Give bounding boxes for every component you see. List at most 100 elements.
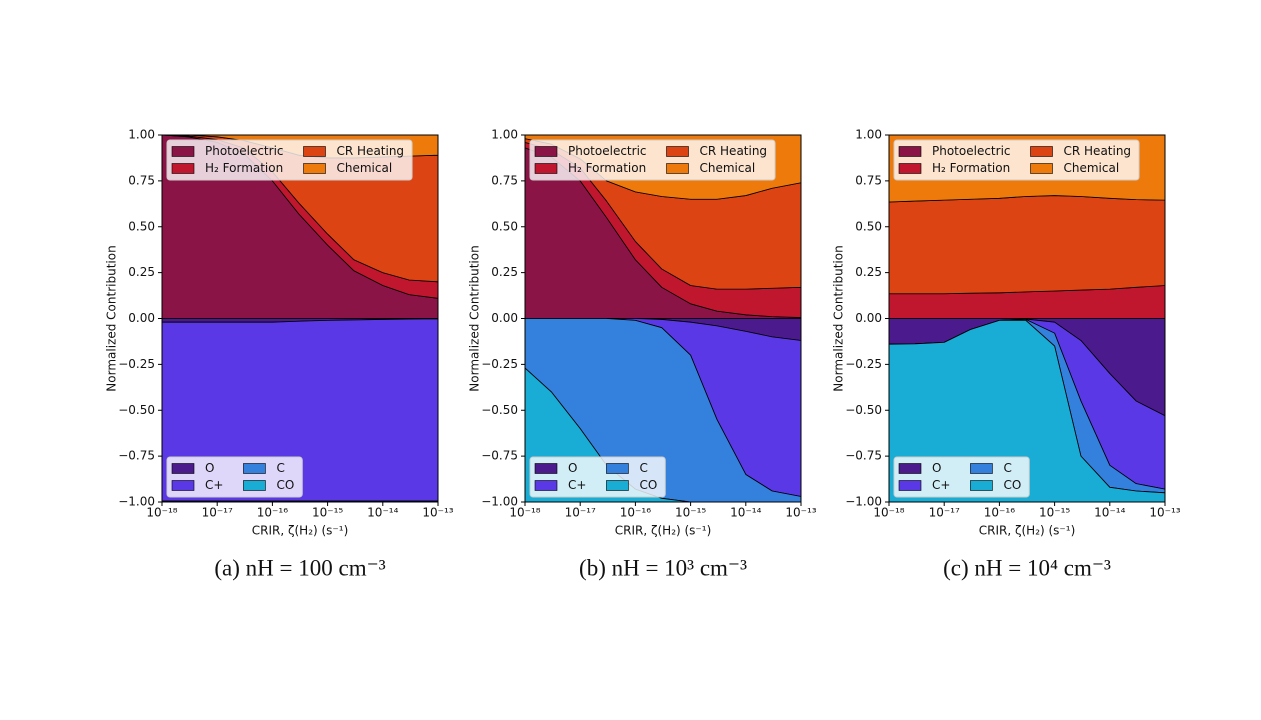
- legend-swatch: [243, 480, 266, 491]
- y-tick-label: 0.50: [855, 219, 882, 233]
- legend: Photoelectric H₂ Formation CR Heating Chemi…: [166, 139, 413, 181]
- legend-swatch: [534, 163, 558, 174]
- x-tick-label: 10⁻¹⁵: [1039, 506, 1070, 520]
- legend-swatch: [898, 463, 922, 474]
- x-tick-label: 10⁻¹³: [1149, 506, 1180, 520]
- legend-label: CR Heating: [1064, 144, 1132, 158]
- x-tick-label: 10⁻¹⁷: [202, 506, 233, 520]
- legend-label: H₂ Formation: [932, 161, 1010, 175]
- legend-box: [529, 456, 666, 498]
- x-tick-label: 10⁻¹⁴: [1094, 506, 1125, 520]
- y-tick-label: −0.25: [845, 357, 882, 371]
- y-tick-label: −0.75: [845, 449, 882, 463]
- y-tick-label: 0.00: [128, 311, 155, 325]
- legend-label: O: [932, 461, 941, 475]
- legend-label: H₂ Formation: [568, 161, 646, 175]
- caption: (b) nH = 10³ cm⁻³: [579, 555, 747, 580]
- legend-label: CO: [1003, 478, 1021, 492]
- x-tick-label: 10⁻¹⁸: [509, 506, 540, 520]
- y-tick-label: −1.00: [481, 495, 518, 509]
- y-axis-title: Normalized Contribution: [105, 245, 119, 391]
- legend-swatch: [171, 146, 195, 157]
- legend-swatch: [303, 146, 326, 157]
- legend-label: O: [568, 461, 577, 475]
- legend-box: [893, 139, 1140, 181]
- caption: (c) nH = 10⁴ cm⁻³: [943, 555, 1111, 580]
- legend-swatch: [303, 163, 326, 174]
- legend-label: C: [1003, 461, 1011, 475]
- area: [888, 195, 1166, 295]
- legend-swatch: [1030, 163, 1053, 174]
- legend-swatch: [171, 163, 195, 174]
- legend-label: CR Heating: [700, 144, 768, 158]
- y-tick-label: −0.50: [845, 403, 882, 417]
- legend-box: [166, 139, 413, 181]
- x-axis-title: CRIR, ζ(H₂) (s⁻¹): [615, 524, 712, 538]
- legend-swatch: [606, 463, 629, 474]
- x-tick-label: 10⁻¹⁴: [730, 506, 761, 520]
- legend-swatch: [243, 463, 266, 474]
- legend-swatch: [534, 480, 558, 491]
- x-tick-label: 10⁻¹⁵: [312, 506, 343, 520]
- legend-swatch: [534, 463, 558, 474]
- legend-label: Photoelectric: [932, 144, 1011, 158]
- legend-swatch: [606, 480, 629, 491]
- x-axis-title: CRIR, ζ(H₂) (s⁻¹): [979, 524, 1076, 538]
- legend-label: CR Heating: [337, 144, 405, 158]
- x-axis-title: CRIR, ζ(H₂) (s⁻¹): [252, 524, 349, 538]
- x-tick-label: 10⁻¹³: [422, 506, 453, 520]
- legend-swatch: [171, 463, 195, 474]
- y-tick-label: 0.75: [855, 173, 882, 187]
- legend-label: Chemical: [700, 161, 756, 175]
- y-tick-label: 0.50: [128, 219, 155, 233]
- x-tick-label: 10⁻¹⁸: [873, 506, 904, 520]
- y-tick-label: 0.00: [855, 311, 882, 325]
- legend-label: Photoelectric: [205, 144, 284, 158]
- y-tick-label: −0.25: [118, 357, 155, 371]
- legend-swatch: [666, 146, 689, 157]
- x-tick-label: 10⁻¹⁷: [565, 506, 596, 520]
- legend-label: H₂ Formation: [205, 161, 283, 175]
- legend-label: CO: [639, 478, 657, 492]
- y-tick-label: 1.00: [491, 128, 518, 142]
- y-tick-label: −1.00: [118, 495, 155, 509]
- y-tick-label: 1.00: [855, 128, 882, 142]
- y-tick-label: −0.50: [118, 403, 155, 417]
- legend-swatch: [898, 480, 922, 491]
- y-tick-label: 0.75: [128, 173, 155, 187]
- x-tick-label: 10⁻¹⁵: [675, 506, 706, 520]
- legend-box: [166, 456, 303, 498]
- caption: (a) nH = 100 cm⁻³: [214, 555, 385, 580]
- x-tick-label: 10⁻¹⁶: [984, 506, 1015, 520]
- legend-swatch: [534, 146, 558, 157]
- legend-box: [529, 139, 776, 181]
- x-tick-label: 10⁻¹⁶: [257, 506, 288, 520]
- legend-swatch: [666, 163, 689, 174]
- legend-label: CO: [276, 478, 294, 492]
- legend-label: C+: [932, 478, 950, 492]
- legend-label: Chemical: [337, 161, 393, 175]
- x-tick-label: 10⁻¹⁷: [929, 506, 960, 520]
- y-tick-label: 0.25: [855, 265, 882, 279]
- legend: O C+ C CO: [529, 456, 666, 498]
- y-axis-title: Normalized Contribution: [468, 245, 482, 391]
- x-tick-label: 10⁻¹⁴: [367, 506, 398, 520]
- legend-label: O: [205, 461, 214, 475]
- legend-label: Photoelectric: [568, 144, 647, 158]
- y-tick-label: 0.50: [491, 219, 518, 233]
- y-tick-label: 0.25: [491, 265, 518, 279]
- x-tick-label: 10⁻¹³: [785, 506, 816, 520]
- x-tick-label: 10⁻¹⁶: [620, 506, 651, 520]
- legend-label: C+: [568, 478, 586, 492]
- y-tick-label: −0.50: [481, 403, 518, 417]
- legend-label: C: [639, 461, 647, 475]
- legend-swatch: [171, 480, 195, 491]
- legend-label: Chemical: [1064, 161, 1120, 175]
- legend-swatch: [970, 463, 993, 474]
- y-tick-label: 0.75: [491, 173, 518, 187]
- legend: Photoelectric H₂ Formation CR Heating Chemi…: [529, 139, 776, 181]
- legend-label: C: [276, 461, 284, 475]
- y-tick-label: −0.25: [481, 357, 518, 371]
